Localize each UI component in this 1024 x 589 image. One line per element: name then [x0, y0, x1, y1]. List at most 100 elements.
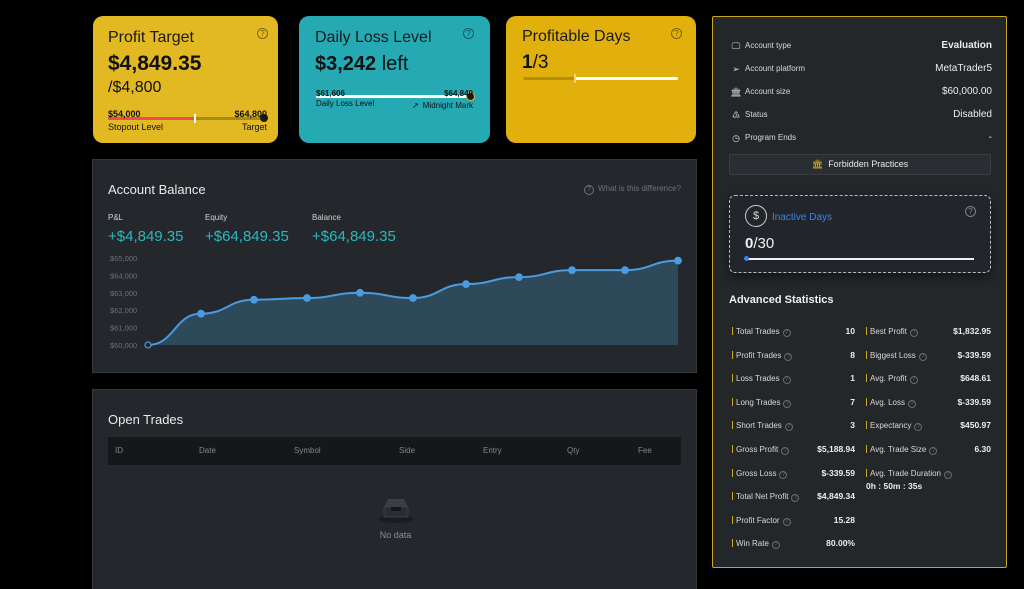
help-icon[interactable]: ? [929, 447, 938, 455]
balance-point[interactable] [144, 341, 152, 349]
help-icon[interactable]: ? [965, 206, 976, 217]
help-icon[interactable]: ? [909, 329, 918, 337]
stat-label-text: Profit Factor [736, 515, 780, 525]
stat-accent [732, 539, 733, 548]
balance-point[interactable] [462, 280, 470, 288]
advanced-statistics-title: Advanced Statistics [729, 294, 834, 306]
stat-accent [732, 397, 733, 406]
stat-item: Total Net Profit? $4,849.34 [732, 490, 855, 503]
stat-label: Gross Profit? [736, 445, 790, 455]
help-icon[interactable]: ? [782, 517, 791, 526]
daily-loss-progress-bar [316, 92, 475, 101]
forbidden-practices-label: Forbidden Practices [828, 159, 909, 169]
stat-accent [866, 445, 867, 453]
help-icon[interactable]: ? [781, 447, 790, 455]
profit-target-title: Profit Target [108, 29, 194, 46]
clock-icon: ◷ [732, 133, 740, 143]
balance-point[interactable] [674, 256, 682, 265]
help-icon[interactable]: ? [909, 376, 918, 385]
forbidden-practices-button[interactable]: 🏛 Forbidden Practices [729, 154, 991, 175]
stat-value: $-339.59 [821, 467, 855, 478]
profit-target-progress-bar [108, 114, 268, 123]
pnl-value: +$4,849.35 [108, 228, 184, 245]
external-link-icon: ↗ [412, 101, 419, 110]
stat-accent [732, 445, 733, 453]
stat-value: $648.61 [960, 373, 991, 384]
stat-accent [866, 421, 867, 430]
daily-loss-high-value: $64,849 [444, 89, 473, 98]
account-info-value: Evaluation [941, 40, 992, 51]
stat-label: Loss Trades? [736, 374, 791, 385]
y-tick-label: $63,000 [110, 289, 137, 298]
account-info-label: Account size [745, 87, 791, 96]
monitor-icon: 🖵 [731, 41, 741, 51]
stopout-block: $54,000 [108, 109, 141, 119]
difference-link[interactable]: ? What is this difference? [583, 184, 681, 195]
help-icon[interactable]: ? [918, 352, 927, 361]
stat-accent [732, 374, 733, 383]
stat-accent [866, 374, 867, 383]
balance-point[interactable] [356, 288, 364, 297]
balance-point[interactable] [621, 266, 629, 275]
profitable-days-progress-fill [523, 77, 575, 80]
stat-label-text: Gross Loss [736, 468, 777, 478]
column-date[interactable]: Date [199, 446, 216, 455]
stat-label: Avg. Loss? [870, 398, 916, 408]
stat-label: Gross Loss? [736, 468, 788, 479]
balance-point[interactable] [568, 266, 576, 275]
help-icon[interactable]: ? [907, 399, 916, 408]
help-icon[interactable]: ? [671, 28, 682, 39]
help-icon[interactable]: ? [782, 329, 791, 337]
balance-point[interactable] [515, 273, 523, 282]
stat-value: $-339.59 [957, 349, 991, 360]
stat-label: Total Net Profit? [736, 492, 800, 503]
balance-point[interactable] [303, 294, 311, 302]
stat-label-text: Loss Trades [736, 374, 780, 384]
help-icon[interactable]: ? [784, 352, 793, 361]
stat-value: 15.28 [833, 514, 855, 525]
column-qty[interactable]: Qty [567, 446, 580, 455]
stat-value: 1 [850, 373, 855, 384]
column-entry[interactable]: Entry [483, 446, 502, 455]
midnight-mark-label: Midnight Mark [422, 101, 473, 110]
help-icon[interactable]: ? [784, 423, 793, 432]
balance-point[interactable] [409, 294, 417, 302]
help-icon[interactable]: ? [257, 28, 268, 39]
column-id[interactable]: ID [115, 446, 123, 455]
account-info-row: ♳ Status Disabled [730, 109, 992, 123]
stat-label: Expectancy? [870, 421, 923, 432]
help-icon[interactable]: ? [771, 541, 780, 550]
account-info-value: $60,000.00 [941, 86, 992, 97]
balance-point[interactable] [250, 295, 258, 304]
profitable-days-progress-bar [523, 74, 678, 83]
stat-value: $1,832.95 [953, 326, 991, 336]
help-icon[interactable]: ? [944, 470, 953, 479]
difference-link-text: What is this difference? [597, 184, 681, 193]
daily-loss-amount-value: $3,242 [315, 53, 377, 75]
account-info-value: Disabled [953, 109, 992, 120]
help-icon[interactable]: ? [783, 399, 792, 408]
help-icon[interactable]: ? [463, 28, 474, 39]
column-fee[interactable]: Fee [638, 446, 652, 455]
help-icon[interactable]: ? [914, 423, 923, 432]
y-tick-label: $61,000 [110, 324, 137, 333]
help-icon[interactable]: ? [782, 376, 791, 385]
balance-point[interactable] [197, 309, 205, 318]
daily-loss-card: Daily Loss Level ? $3,242 left $61,606 D… [299, 16, 490, 143]
help-icon[interactable]: ? [791, 494, 800, 503]
stat-label-text: Total Net Profit [736, 492, 789, 502]
stat-accent [732, 327, 733, 335]
profitable-days-marker [573, 74, 576, 83]
stat-item: Gross Profit? $5,188.94 [732, 443, 855, 455]
profitable-days-total: /3 [532, 52, 549, 73]
account-info-row: 🏛 Account size $60,000.00 [730, 86, 992, 100]
stat-value: 3 [850, 420, 855, 431]
column-symbol[interactable]: Symbol [294, 446, 321, 455]
stat-accent [866, 468, 867, 477]
equity-label: Equity [205, 213, 228, 222]
profitable-days-title: Profitable Days [522, 28, 631, 45]
equity-value: +$64,849.35 [205, 228, 289, 245]
column-side[interactable]: Side [399, 446, 416, 455]
stat-label: Short Trades? [736, 421, 793, 432]
help-icon[interactable]: ? [779, 470, 788, 479]
